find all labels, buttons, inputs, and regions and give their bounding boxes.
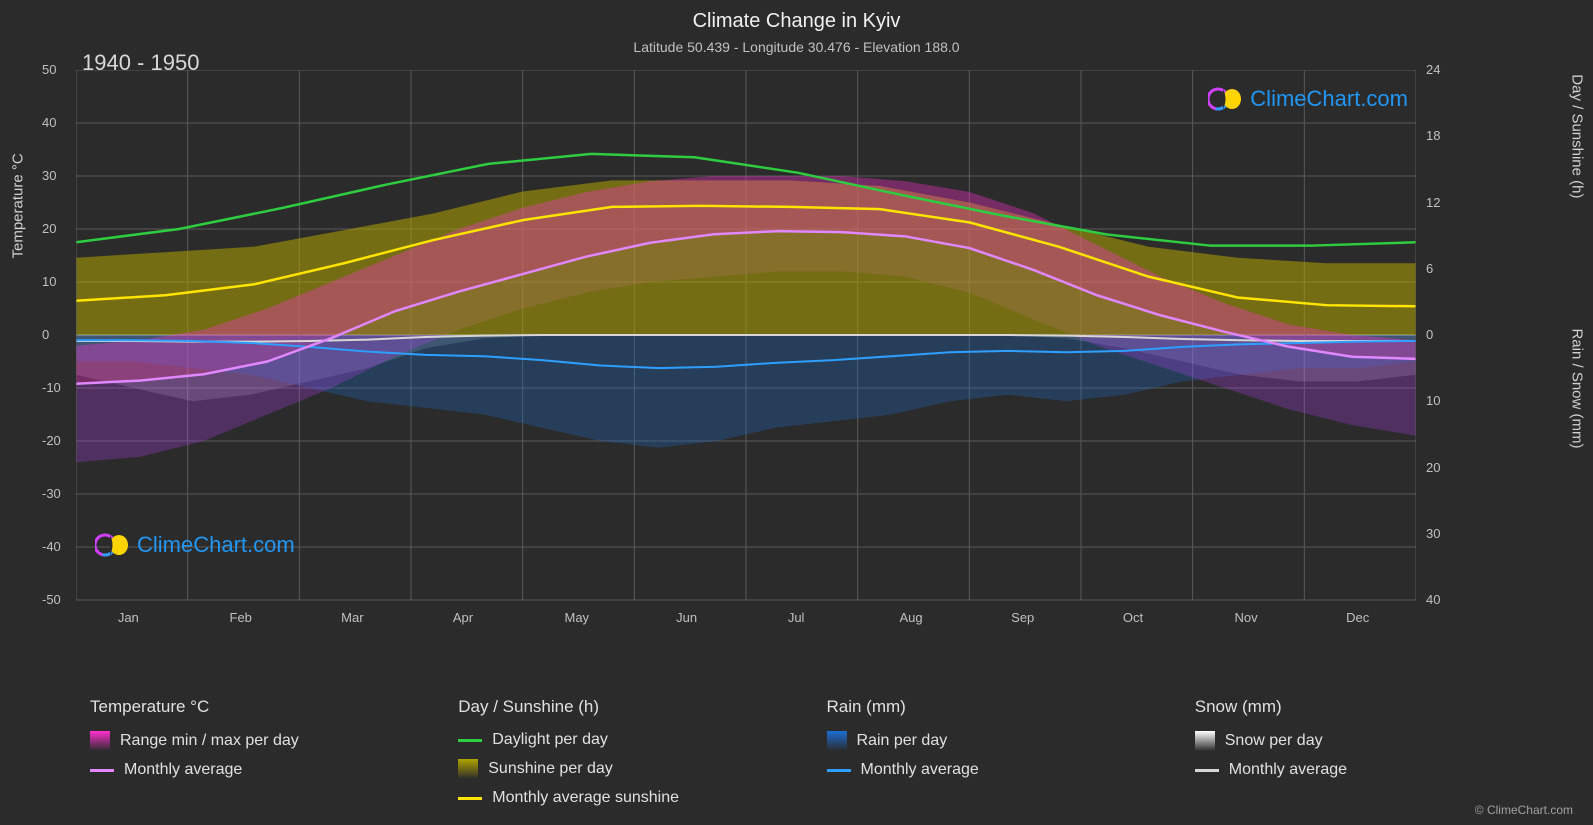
tick-label: -20 xyxy=(42,433,61,448)
tick-label: Sep xyxy=(1011,610,1034,625)
legend-col-day: Day / Sunshine (h) Daylight per day Suns… xyxy=(458,697,796,807)
tick-label: Jun xyxy=(676,610,697,625)
legend-col-snow: Snow (mm) Snow per day Monthly average xyxy=(1195,697,1533,807)
chart-subtitle: Latitude 50.439 - Longitude 30.476 - Ele… xyxy=(0,33,1593,55)
tick-label: Dec xyxy=(1346,610,1369,625)
swatch-rain-avg xyxy=(827,769,851,772)
y-axis-right-bottom-label: Rain / Snow (mm) xyxy=(1569,328,1586,448)
tick-label: 20 xyxy=(1426,460,1440,475)
tick-label: 0 xyxy=(42,327,49,342)
tick-label: 40 xyxy=(42,115,56,130)
swatch-rain-day xyxy=(827,731,847,751)
y-axis-right-top-label: Day / Sunshine (h) xyxy=(1569,74,1586,198)
legend-item-sun-avg: Monthly average sunshine xyxy=(458,789,796,807)
tick-label: 12 xyxy=(1426,195,1440,210)
legend-item-sunshine: Sunshine per day xyxy=(458,759,796,779)
tick-label: -40 xyxy=(42,539,61,554)
legend-item-temp-range: Range min / max per day xyxy=(90,731,428,751)
legend-item-daylight: Daylight per day xyxy=(458,731,796,749)
watermark-bottom: ClimeChart.com xyxy=(95,530,295,560)
legend-col-rain: Rain (mm) Rain per day Monthly average xyxy=(827,697,1165,807)
tick-label: Jul xyxy=(788,610,805,625)
climechart-logo-icon xyxy=(1208,84,1242,114)
tick-label: Nov xyxy=(1235,610,1258,625)
legend-item-temp-avg: Monthly average xyxy=(90,761,428,779)
climechart-logo-icon xyxy=(95,530,129,560)
legend-item-rain-day: Rain per day xyxy=(827,731,1165,751)
tick-label: -50 xyxy=(42,592,61,607)
swatch-snow-day xyxy=(1195,731,1215,751)
legend-header-snow: Snow (mm) xyxy=(1195,697,1533,717)
legend: Temperature °C Range min / max per day M… xyxy=(90,697,1533,807)
tick-label: 30 xyxy=(42,168,56,183)
swatch-daylight xyxy=(458,739,482,742)
tick-label: May xyxy=(565,610,590,625)
tick-label: 6 xyxy=(1426,261,1433,276)
swatch-sun-avg xyxy=(458,797,482,800)
y-axis-left-label: Temperature °C xyxy=(10,153,27,258)
swatch-snow-avg xyxy=(1195,769,1219,772)
tick-label: 0 xyxy=(1426,327,1433,342)
watermark-text: ClimeChart.com xyxy=(1250,86,1408,112)
tick-label: -30 xyxy=(42,486,61,501)
chart-title: Climate Change in Kyiv xyxy=(0,0,1593,33)
tick-label: 10 xyxy=(1426,393,1440,408)
swatch-temp-range xyxy=(90,731,110,751)
tick-label: 10 xyxy=(42,274,56,289)
tick-label: Aug xyxy=(900,610,923,625)
chart-plot-area: -50-40-30-20-100102030405006121824102030… xyxy=(76,70,1416,600)
tick-label: Oct xyxy=(1123,610,1143,625)
copyright: © ClimeChart.com xyxy=(1475,803,1573,817)
tick-label: 20 xyxy=(42,221,56,236)
legend-col-temp: Temperature °C Range min / max per day M… xyxy=(90,697,428,807)
legend-header-temp: Temperature °C xyxy=(90,697,428,717)
legend-item-snow-avg: Monthly average xyxy=(1195,761,1533,779)
tick-label: 50 xyxy=(42,62,56,77)
tick-label: 24 xyxy=(1426,62,1440,77)
tick-label: Jan xyxy=(118,610,139,625)
tick-label: -10 xyxy=(42,380,61,395)
swatch-sunshine xyxy=(458,759,478,779)
legend-header-rain: Rain (mm) xyxy=(827,697,1165,717)
legend-item-snow-day: Snow per day xyxy=(1195,731,1533,751)
tick-label: Mar xyxy=(341,610,363,625)
watermark-text: ClimeChart.com xyxy=(137,532,295,558)
tick-label: 40 xyxy=(1426,592,1440,607)
tick-label: Apr xyxy=(453,610,473,625)
tick-label: 18 xyxy=(1426,128,1440,143)
swatch-temp-avg xyxy=(90,769,114,772)
tick-label: Feb xyxy=(230,610,252,625)
legend-header-day: Day / Sunshine (h) xyxy=(458,697,796,717)
watermark-top: ClimeChart.com xyxy=(1208,84,1408,114)
tick-label: 30 xyxy=(1426,526,1440,541)
legend-item-rain-avg: Monthly average xyxy=(827,761,1165,779)
